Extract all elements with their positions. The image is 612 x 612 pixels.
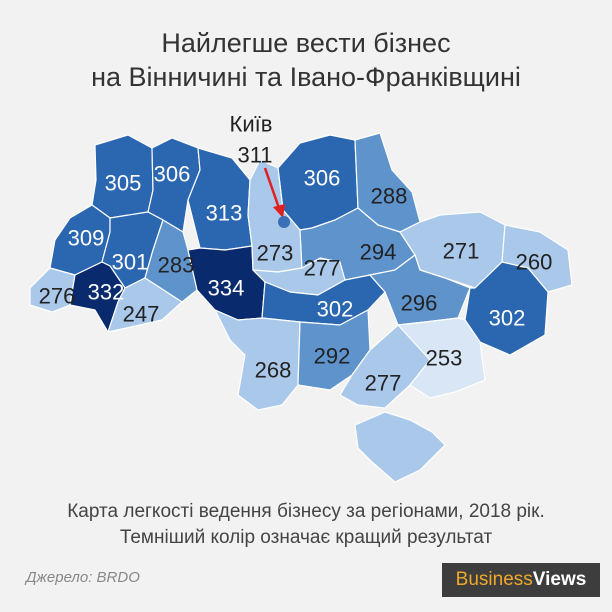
region-value-kirovohrad: 302 [317, 297, 354, 322]
region-zaporizhzhia [397, 317, 486, 399]
businessviews-logo: Business Views [442, 563, 600, 597]
region-value-volyn: 305 [105, 171, 142, 196]
region-value-zhytomyr: 313 [206, 201, 243, 226]
region-value-zaporizhzhia: 253 [426, 346, 463, 371]
region-value-sumy: 288 [371, 184, 408, 209]
region-value-dnipropetrovsk: 296 [401, 291, 438, 316]
region-crimea [354, 411, 446, 483]
region-rivne [147, 137, 201, 233]
kyiv-arrow [263, 167, 282, 212]
region-value-ternopil: 301 [112, 250, 149, 275]
region-value-ivano-frankivsk: 332 [88, 280, 125, 305]
logo-part-business: Business [455, 569, 533, 590]
region-odesa [214, 309, 301, 411]
source-note: Джерело: BRDO [26, 569, 140, 586]
region-value-luhansk: 260 [516, 250, 553, 275]
region-value-odesa: 268 [255, 358, 292, 383]
region-value-donetsk: 302 [489, 306, 526, 331]
region-value-mykolaiv: 292 [314, 344, 351, 369]
region-value-poltava: 294 [360, 240, 397, 265]
caption-line-1: Карта легкості ведення бізнесу за регіон… [67, 501, 545, 522]
caption-line-2: Темніший колір означає кращий результат [119, 527, 493, 548]
map-title-line-1: Найлегше вести бізнес [161, 28, 451, 58]
logo-part-views: Views [532, 569, 587, 590]
region-chernivtsi [107, 277, 183, 333]
region-value-khmelnytskyi: 283 [158, 253, 195, 278]
region-khmelnytskyi [144, 219, 198, 303]
kyiv-city-value: 311 [237, 143, 272, 168]
kyiv-city-name: Київ [230, 112, 273, 137]
region-value-kharkiv: 271 [443, 239, 480, 264]
region-value-chernivtsi: 247 [123, 302, 160, 327]
map-title-line-2: на Вінничині та Івано-Франківщині [91, 62, 521, 92]
region-value-zakarpattia: 276 [39, 284, 76, 309]
region-value-chernihiv: 306 [304, 166, 341, 191]
region-value-rivne: 306 [154, 162, 191, 187]
region-value-vinnytsia: 334 [208, 276, 245, 301]
region-value-kherson: 277 [365, 371, 402, 396]
kyiv-arrowhead [273, 204, 285, 218]
region-value-lviv: 309 [68, 226, 105, 251]
region-value-cherkasy: 277 [304, 256, 341, 281]
region-value-kyiv-oblast: 273 [257, 241, 294, 266]
kyiv-marker [278, 216, 290, 228]
